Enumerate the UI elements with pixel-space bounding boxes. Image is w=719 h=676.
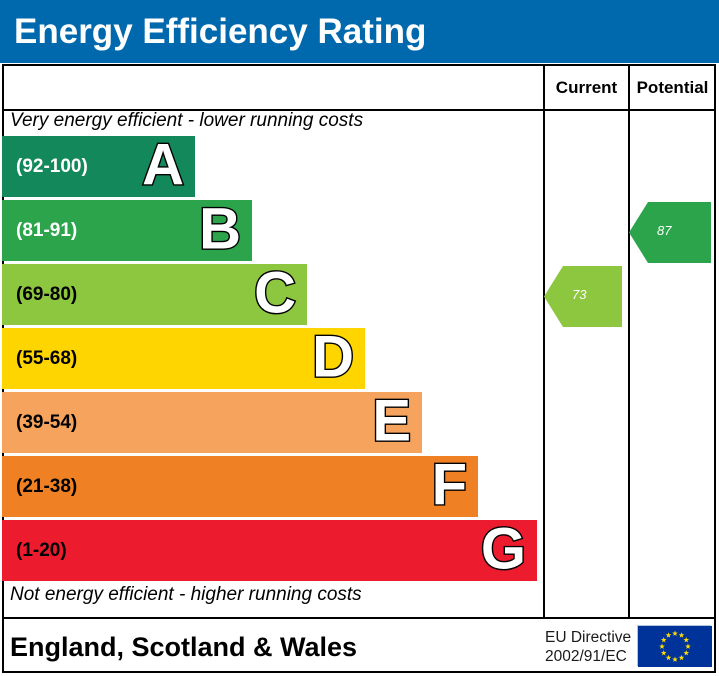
svg-text:F: F [432, 456, 467, 517]
svg-text:C: C [254, 264, 296, 325]
svg-text:B: B [199, 200, 241, 261]
svg-text:D: D [312, 328, 354, 389]
svg-text:G: G [481, 520, 526, 581]
svg-text:A: A [142, 136, 184, 197]
svg-text:E: E [372, 392, 411, 453]
